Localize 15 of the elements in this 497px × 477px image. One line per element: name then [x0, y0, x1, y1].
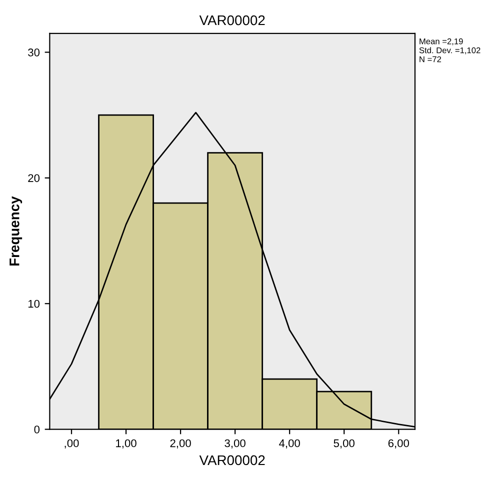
- y-tick-label: 20: [28, 174, 40, 182]
- y-tick-label: 0: [34, 426, 40, 434]
- text: Mean =2,19 Std. Dev. =1,102 N =72: [419, 38, 480, 62]
- x-tick-label: 2,00: [170, 439, 191, 448]
- y-tick-label: 30: [28, 48, 40, 56]
- x-tick-label: 5,00: [334, 439, 354, 448]
- chart-title: VAR00002: [199, 15, 265, 26]
- x-axis-title: VAR00002: [199, 455, 265, 466]
- x-tick-label: 4,00: [279, 439, 300, 448]
- x-tick-label: ,00: [64, 439, 79, 448]
- y-axis-title: Frequency: [10, 196, 22, 266]
- y-tick-label: 10: [28, 300, 40, 308]
- x-tick-label: 6,00: [388, 439, 410, 448]
- x-tick-label: 3,00: [224, 439, 246, 448]
- x-tick-label: 1,00: [116, 439, 136, 448]
